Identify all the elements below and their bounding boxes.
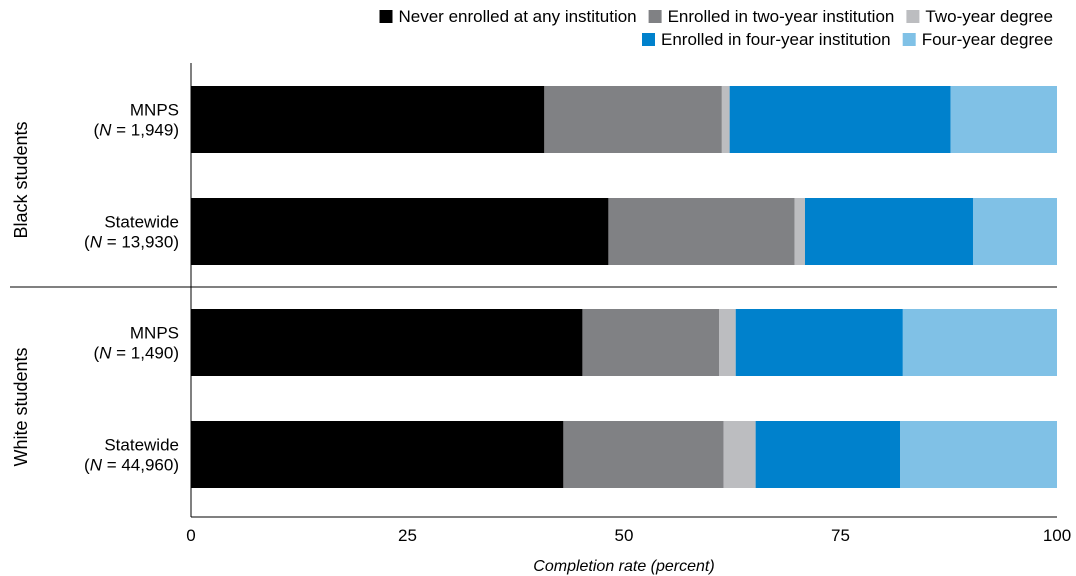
bar-segment-1-series-1	[191, 86, 545, 153]
category-n-label: (N = 13,930)	[84, 233, 179, 252]
bar-segment-3-series-5	[902, 309, 1057, 376]
bar-segment-2-series-3	[794, 198, 805, 265]
legend-item: Enrolled in two-year institution	[648, 7, 895, 26]
bar-segment-1-series-3	[721, 86, 730, 153]
legend-label: Two-year degree	[925, 7, 1053, 26]
bar-segment-3-series-3	[719, 309, 736, 376]
legend-label: Never enrolled at any institution	[399, 7, 637, 26]
category-labels: MNPS(N = 1,949)Statewide(N = 13,930)MNPS…	[84, 101, 179, 475]
group-label: Black students	[11, 121, 31, 238]
bar-segment-4-series-3	[723, 421, 756, 488]
bar-segment-4-series-2	[563, 421, 724, 488]
category-n-label: (N = 1,949)	[93, 121, 179, 140]
x-axis-label: Completion rate (percent)	[533, 558, 714, 575]
bar-segment-4-series-5	[900, 421, 1057, 488]
legend-item: Never enrolled at any institution	[379, 7, 637, 26]
x-tick-label: 50	[615, 526, 634, 545]
category-label: Statewide	[104, 436, 179, 455]
legend-swatch	[906, 10, 920, 23]
bar-segment-3-series-2	[582, 309, 720, 376]
legend-swatch	[902, 33, 916, 46]
bar-segment-2-series-5	[973, 198, 1057, 265]
legend-swatch	[642, 33, 655, 46]
legend-label: Enrolled in four-year institution	[661, 30, 891, 49]
group-labels: Black students White students	[11, 121, 31, 466]
bar-segment-4-series-4	[755, 421, 901, 488]
x-tick-label: 75	[831, 526, 850, 545]
bar-segment-3-series-1	[191, 309, 583, 376]
legend: Never enrolled at any institution Enrolle…	[379, 7, 1053, 49]
bar-segment-2-series-2	[608, 198, 795, 265]
x-tick-label: 100	[1043, 526, 1071, 545]
bar-segment-2-series-4	[804, 198, 973, 265]
group-label: White students	[11, 347, 31, 466]
bar-segment-1-series-4	[729, 86, 951, 153]
legend-swatch	[648, 10, 662, 23]
category-n-label: (N = 1,490)	[93, 344, 179, 363]
axes	[10, 63, 1057, 518]
legend-swatch	[379, 10, 393, 23]
category-label: MNPS	[130, 324, 179, 343]
bar-segment-3-series-4	[735, 309, 903, 376]
bar-segment-1-series-5	[950, 86, 1057, 153]
legend-label: Enrolled in two-year institution	[668, 7, 895, 26]
x-tick-label: 25	[398, 526, 417, 545]
x-ticks: 0 25 50 75 100	[186, 526, 1071, 545]
legend-item: Four-year degree	[902, 30, 1053, 49]
bar-segment-1-series-2	[544, 86, 722, 153]
legend-item: Two-year degree	[906, 7, 1053, 26]
bar-segment-4-series-1	[191, 421, 564, 488]
legend-item: Enrolled in four-year institution	[642, 30, 891, 49]
category-label: Statewide	[104, 213, 179, 232]
category-n-label: (N = 44,960)	[84, 456, 179, 475]
bar-segment-2-series-1	[191, 198, 609, 265]
bars	[191, 86, 1057, 488]
x-tick-label: 0	[186, 526, 195, 545]
category-label: MNPS	[130, 101, 179, 120]
legend-label: Four-year degree	[922, 30, 1053, 49]
